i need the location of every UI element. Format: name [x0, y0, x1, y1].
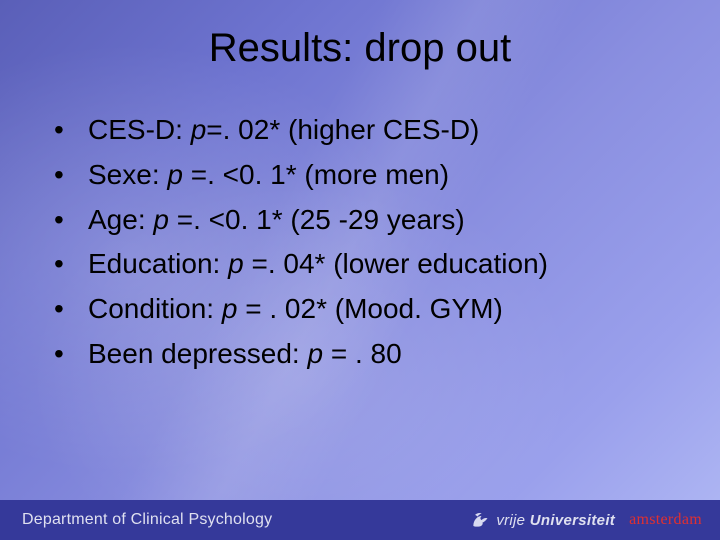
- slide: Results: drop out CES-D: p=. 02* (higher…: [0, 0, 720, 540]
- footer-bar: Department of Clinical Psychology vrije …: [0, 500, 720, 540]
- vrije-word: vrije: [496, 512, 525, 529]
- p-symbol: p: [228, 248, 244, 279]
- bullet-item: Age: p =. <0. 1* (25 -29 years): [48, 198, 660, 243]
- bullet-item: CES-D: p=. 02* (higher CES-D): [48, 108, 660, 153]
- bullet-rest: =. 04* (lower education): [244, 248, 548, 279]
- bullet-item: Condition: p = . 02* (Mood. GYM): [48, 287, 660, 332]
- universiteit-word: Universiteit: [530, 512, 615, 529]
- bullet-item: Been depressed: p = . 80: [48, 332, 660, 377]
- bullet-rest: =. <0. 1* (more men): [183, 159, 449, 190]
- bullet-pre: Education:: [88, 248, 228, 279]
- bullet-pre: CES-D:: [88, 114, 191, 145]
- bullet-pre: Age:: [88, 204, 153, 235]
- bullet-rest: =. 02* (higher CES-D): [206, 114, 479, 145]
- bullet-pre: Been depressed:: [88, 338, 308, 369]
- bullet-pre: Sexe:: [88, 159, 167, 190]
- p-symbol: p: [308, 338, 324, 369]
- bullet-item: Education: p =. 04* (lower education): [48, 242, 660, 287]
- bullet-item: Sexe: p =. <0. 1* (more men): [48, 153, 660, 198]
- vrije-logo: vrije Universiteit: [470, 510, 615, 530]
- p-symbol: p: [167, 159, 183, 190]
- bullet-pre: Condition:: [88, 293, 222, 324]
- vrije-text: vrije Universiteit: [496, 512, 615, 529]
- city-label: amsterdam: [629, 511, 702, 529]
- p-symbol: p: [191, 114, 207, 145]
- footer-right: vrije Universiteit amsterdam: [470, 510, 702, 530]
- bullet-rest: = . 02* (Mood. GYM): [237, 293, 502, 324]
- bullet-list: CES-D: p=. 02* (higher CES-D) Sexe: p =.…: [48, 108, 660, 377]
- bullet-rest: = . 80: [323, 338, 402, 369]
- slide-content: CES-D: p=. 02* (higher CES-D) Sexe: p =.…: [48, 108, 660, 377]
- p-symbol: p: [153, 204, 169, 235]
- p-symbol: p: [222, 293, 238, 324]
- footer-department: Department of Clinical Psychology: [22, 511, 272, 529]
- slide-title: Results: drop out: [0, 26, 720, 71]
- bullet-rest: =. <0. 1* (25 -29 years): [169, 204, 465, 235]
- griffin-icon: [470, 510, 490, 530]
